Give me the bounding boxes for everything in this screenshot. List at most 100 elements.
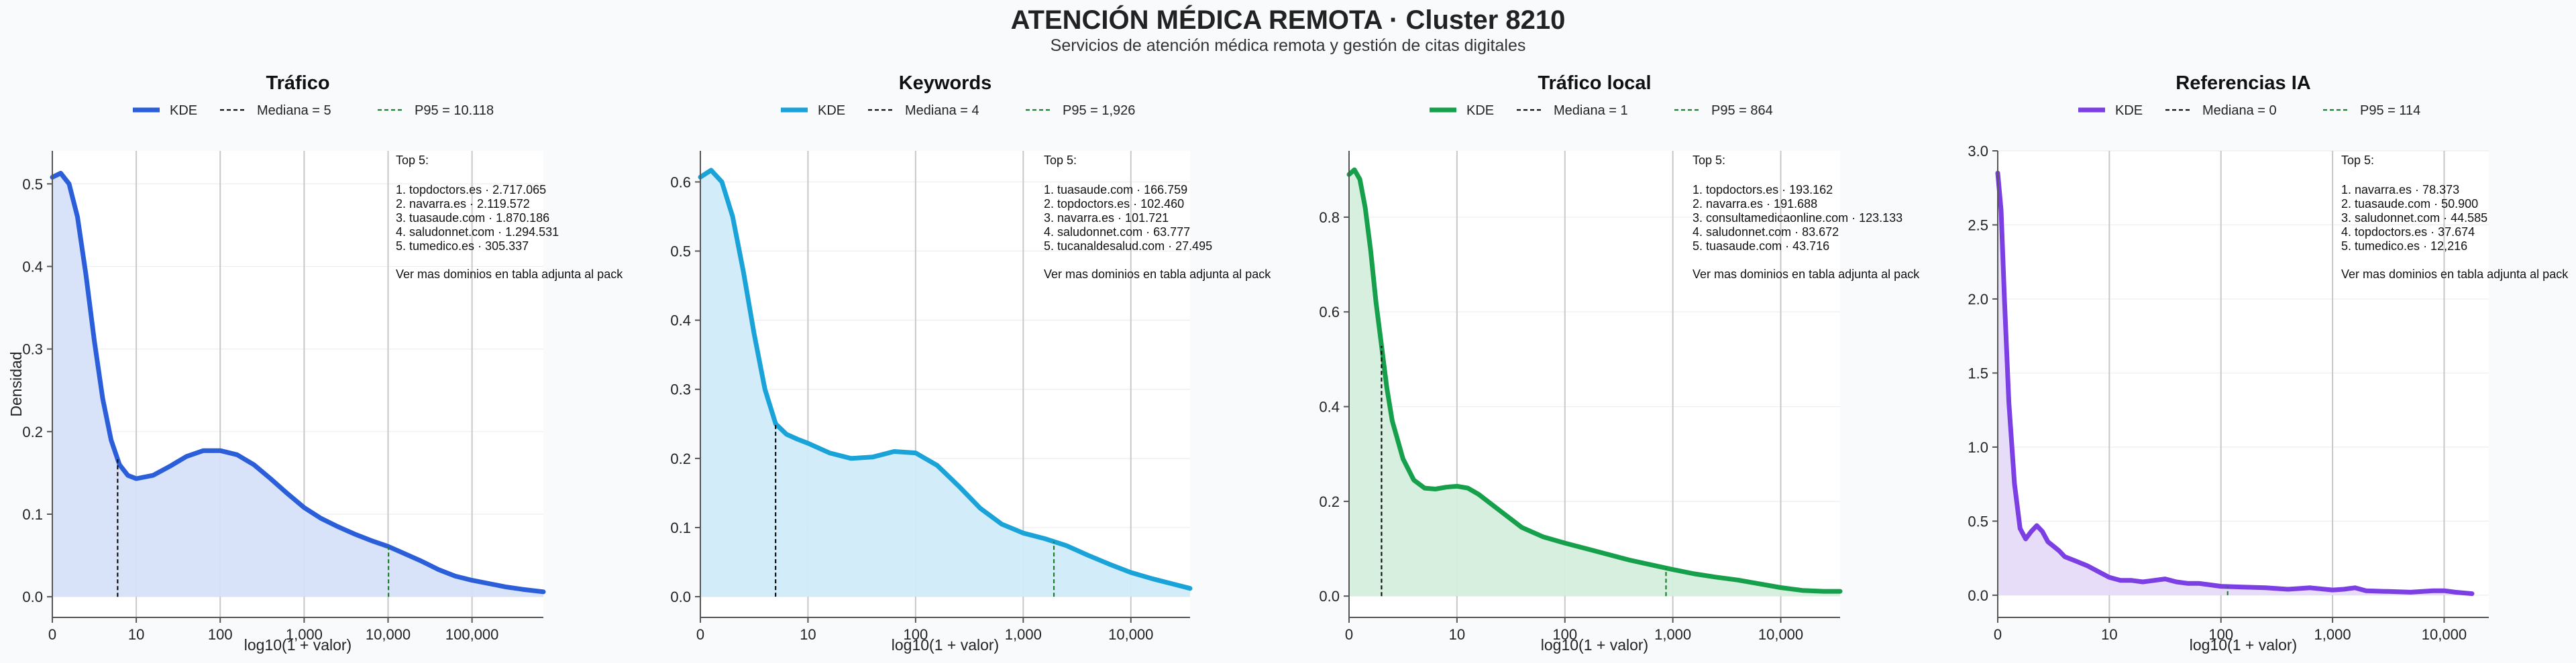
panel-title: Tráfico local	[1538, 72, 1651, 94]
kde-line	[1995, 170, 2475, 597]
x-tick-label: 0	[48, 626, 56, 643]
y-tick-label: 0.0	[22, 589, 43, 605]
annotation-item: 5. tumedico.es · 305.337	[396, 239, 529, 253]
x-tick-label: 100	[1552, 626, 1577, 643]
chart-panel-1: 0.0 0.1 0.2 0.3 0.4 0.5 0 10 100 1,000 10,000 100,0…	[7, 72, 623, 654]
kde-area	[700, 170, 1190, 597]
legend-label-median: Mediana = 1	[1554, 103, 1628, 118]
y-tick-label: 0.6	[670, 174, 691, 190]
annotation-item: 2. navarra.es · 2.119.572	[396, 197, 530, 210]
annotation-item: 1. topdoctors.es · 2.717.065	[396, 183, 546, 196]
kde-area	[1998, 173, 2472, 595]
legend: KDE Mediana = 5 P95 = 10.118	[133, 103, 494, 118]
x-tick-label: 1,000	[1654, 626, 1691, 643]
annotation-note: Ver mas dominios en tabla adjunta al pac…	[1044, 267, 1271, 281]
annotation-item: 3. consultamedicaonline.com · 123.133	[1693, 211, 1902, 225]
annotation-heading: Top 5:	[396, 154, 429, 167]
y-tick-label: 0.5	[670, 243, 691, 260]
kde-area	[1349, 170, 1840, 597]
y-tick-label: 0.2	[670, 450, 691, 467]
legend-label-kde: KDE	[818, 103, 845, 118]
x-tick-label: 100	[2208, 626, 2233, 643]
plot-background	[1998, 151, 2489, 617]
x-tick-label: 0	[696, 626, 704, 643]
annotation-item: 3. navarra.es · 101.721	[1044, 211, 1169, 225]
x-tick-label: 10,000	[366, 626, 411, 643]
y-tick-label: 0.4	[22, 258, 43, 275]
x-tick-label: 10,000	[2422, 626, 2467, 643]
page-title: ATENCIÓN MÉDICA REMOTA · Cluster 8210	[1010, 5, 1566, 35]
x-axis-label: log10(1 + valor)	[892, 636, 999, 654]
legend-label-median: Mediana = 4	[905, 103, 979, 118]
y-tick-label: 0.6	[1319, 304, 1340, 320]
legend-label-kde: KDE	[170, 103, 197, 118]
annotation-item: 1. navarra.es · 78.373	[2341, 183, 2459, 196]
x-tick-label: 1,000	[286, 626, 323, 643]
legend-label-p95: P95 = 1,926	[1063, 103, 1135, 118]
legend: KDE Mediana = 1 P95 = 864	[1430, 103, 1773, 118]
y-tick-label: 0.3	[22, 341, 43, 358]
x-tick-label: 1,000	[1005, 626, 1042, 643]
y-tick-label: 3.0	[1968, 143, 1988, 160]
annotation-item: 3. tuasaude.com · 1.870.186	[396, 211, 549, 225]
annotation-item: 1. tuasaude.com · 166.759	[1044, 183, 1187, 196]
annotation-item: 2. navarra.es · 191.688	[1693, 197, 1817, 210]
annotation-heading: Top 5:	[1693, 154, 1725, 167]
chart-panel-2: 0.0 0.1 0.2 0.3 0.4 0.5 0.6 0 10 100 1,000 10,000 lo…	[670, 72, 1271, 654]
annotation-item: 3. saludonnet.com · 44.585	[2341, 211, 2487, 225]
y-tick-label: 1.0	[1968, 439, 1988, 456]
panel-title: Tráfico	[266, 72, 329, 94]
panel-title: Referencias IA	[2176, 72, 2311, 94]
page-subtitle: Servicios de atención médica remota y ge…	[1050, 36, 1526, 55]
x-tick-label: 0	[1994, 626, 2002, 643]
kde-line	[698, 168, 1193, 591]
legend-label-kde: KDE	[2115, 103, 2143, 118]
legend-label-p95: P95 = 114	[2360, 103, 2420, 118]
y-tick-label: 0.5	[1968, 513, 1988, 530]
annotation-item: 2. topdoctors.es · 102.460	[1044, 197, 1184, 210]
legend-label-kde: KDE	[1466, 103, 1494, 118]
y-tick-label: 0.4	[1319, 399, 1340, 416]
y-tick-label: 0.1	[670, 520, 691, 536]
annotation-item: 5. tumedico.es · 12,216	[2341, 239, 2467, 253]
y-tick-label: 0.1	[22, 506, 43, 523]
annotation-note: Ver mas dominios en tabla adjunta al pac…	[1693, 267, 1920, 281]
annotation-item: 5. tuasaude.com · 43.716	[1693, 239, 1829, 253]
y-tick-label: 0.2	[1319, 493, 1340, 510]
annotation-heading: Top 5:	[2341, 154, 2374, 167]
y-tick-label: 0.4	[670, 312, 691, 329]
annotation-item: 1. topdoctors.es · 193.162	[1693, 183, 1833, 196]
legend-label-median: Mediana = 5	[257, 103, 331, 118]
y-tick-label: 2.0	[1968, 291, 1988, 308]
y-tick-label: 2.5	[1968, 217, 1988, 233]
kde-line	[50, 170, 546, 595]
annotation-item: 2. tuasaude.com · 50.900	[2341, 197, 2478, 210]
legend: KDE Mediana = 0 P95 = 114	[2078, 103, 2420, 118]
y-tick-label: 0.8	[1319, 209, 1340, 226]
legend-label-p95: P95 = 864	[1711, 103, 1773, 118]
x-tick-label: 1,000	[2314, 626, 2351, 643]
annotation-note: Ver mas dominios en tabla adjunta al pac…	[2341, 267, 2569, 281]
x-axis-label: log10(1 + valor)	[244, 636, 352, 654]
annotation-heading: Top 5:	[1044, 154, 1077, 167]
x-tick-label: 10	[128, 626, 144, 643]
y-tick-label: 0.0	[1968, 587, 1988, 604]
annotation-note: Ver mas dominios en tabla adjunta al pac…	[396, 267, 623, 281]
y-tick-label: 0.0	[670, 589, 691, 605]
x-tick-label: 100,000	[445, 626, 499, 643]
y-axis-label: Densidad	[7, 351, 25, 416]
legend-label-median: Mediana = 0	[2202, 103, 2277, 118]
y-tick-label: 0.2	[22, 424, 43, 440]
y-tick-label: 1.5	[1968, 365, 1988, 381]
x-tick-label: 0	[1345, 626, 1353, 643]
x-tick-label: 10,000	[1108, 626, 1153, 643]
kde-area	[52, 173, 543, 597]
y-tick-label: 0.3	[670, 381, 691, 398]
y-tick-label: 0.0	[1319, 588, 1340, 605]
x-tick-label: 10	[2101, 626, 2117, 643]
x-axis-label: log10(1 + valor)	[2190, 636, 2297, 654]
